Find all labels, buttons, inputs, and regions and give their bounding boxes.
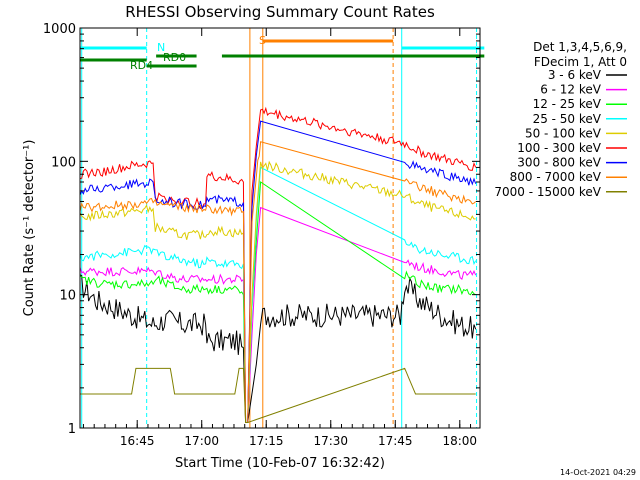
y-tick-label: 10 [59, 289, 76, 304]
series-line-300-800-kev [79, 120, 477, 423]
chart-title: RHESSI Observing Summary Count Rates [125, 3, 435, 21]
legend-label: 25 - 50 keV [533, 112, 602, 126]
legend-label: 3 - 6 keV [548, 68, 602, 82]
series-line-12-25-kev [79, 181, 476, 423]
legend-header-line-1: Det 1,3,4,5,6,9, [533, 40, 627, 54]
x-tick-label: 17:45 [378, 434, 413, 448]
mode-bar-label-n: N [157, 41, 165, 54]
y-tick-label: 100 [51, 155, 76, 170]
mode-bar-label-rd4: RD4 [130, 59, 153, 72]
series-line-3-6-kev [79, 274, 477, 423]
x-tick-label: 18:00 [442, 434, 477, 448]
series-line-6-12-kev [79, 206, 477, 423]
y-axis-label: Count Rate (s⁻¹ detector⁻¹) [22, 140, 37, 317]
y-tick-label: 1 [68, 422, 76, 437]
series-line-800-7000-kev [79, 141, 477, 423]
x-tick-label: 17:00 [184, 434, 219, 448]
y-tick-label: 1000 [43, 22, 76, 37]
legend-label: 300 - 800 keV [517, 156, 601, 170]
x-axis-label: Start Time (10-Feb-07 16:32:42) [175, 456, 385, 471]
mode-bar-label-s: S [259, 34, 266, 47]
legend-label: 12 - 25 keV [533, 97, 602, 111]
legend-label: 50 - 100 keV [525, 126, 602, 140]
plot-frame [79, 27, 481, 429]
legend-label: 100 - 300 keV [517, 141, 601, 155]
x-tick-label: 17:30 [313, 434, 348, 448]
series-line-25-50-kev [79, 166, 477, 423]
x-tick-label: 17:15 [249, 434, 284, 448]
mode-bar-label-rd0: RD0 [163, 51, 186, 64]
legend-label: 7000 - 15000 keV [494, 185, 601, 199]
x-tick-label: 16:45 [120, 434, 155, 448]
series-line-7000-15000-kev [80, 367, 476, 423]
legend-label: 800 - 7000 keV [510, 170, 602, 184]
footer-date: 14-Oct-2021 04:29 [560, 468, 636, 477]
legend-header-line-2: FDecim 1, Att 0 [534, 55, 627, 69]
series-line-100-300-kev [79, 106, 477, 423]
legend-label: 6 - 12 keV [540, 83, 602, 97]
series-line-50-100-kev [79, 160, 476, 423]
